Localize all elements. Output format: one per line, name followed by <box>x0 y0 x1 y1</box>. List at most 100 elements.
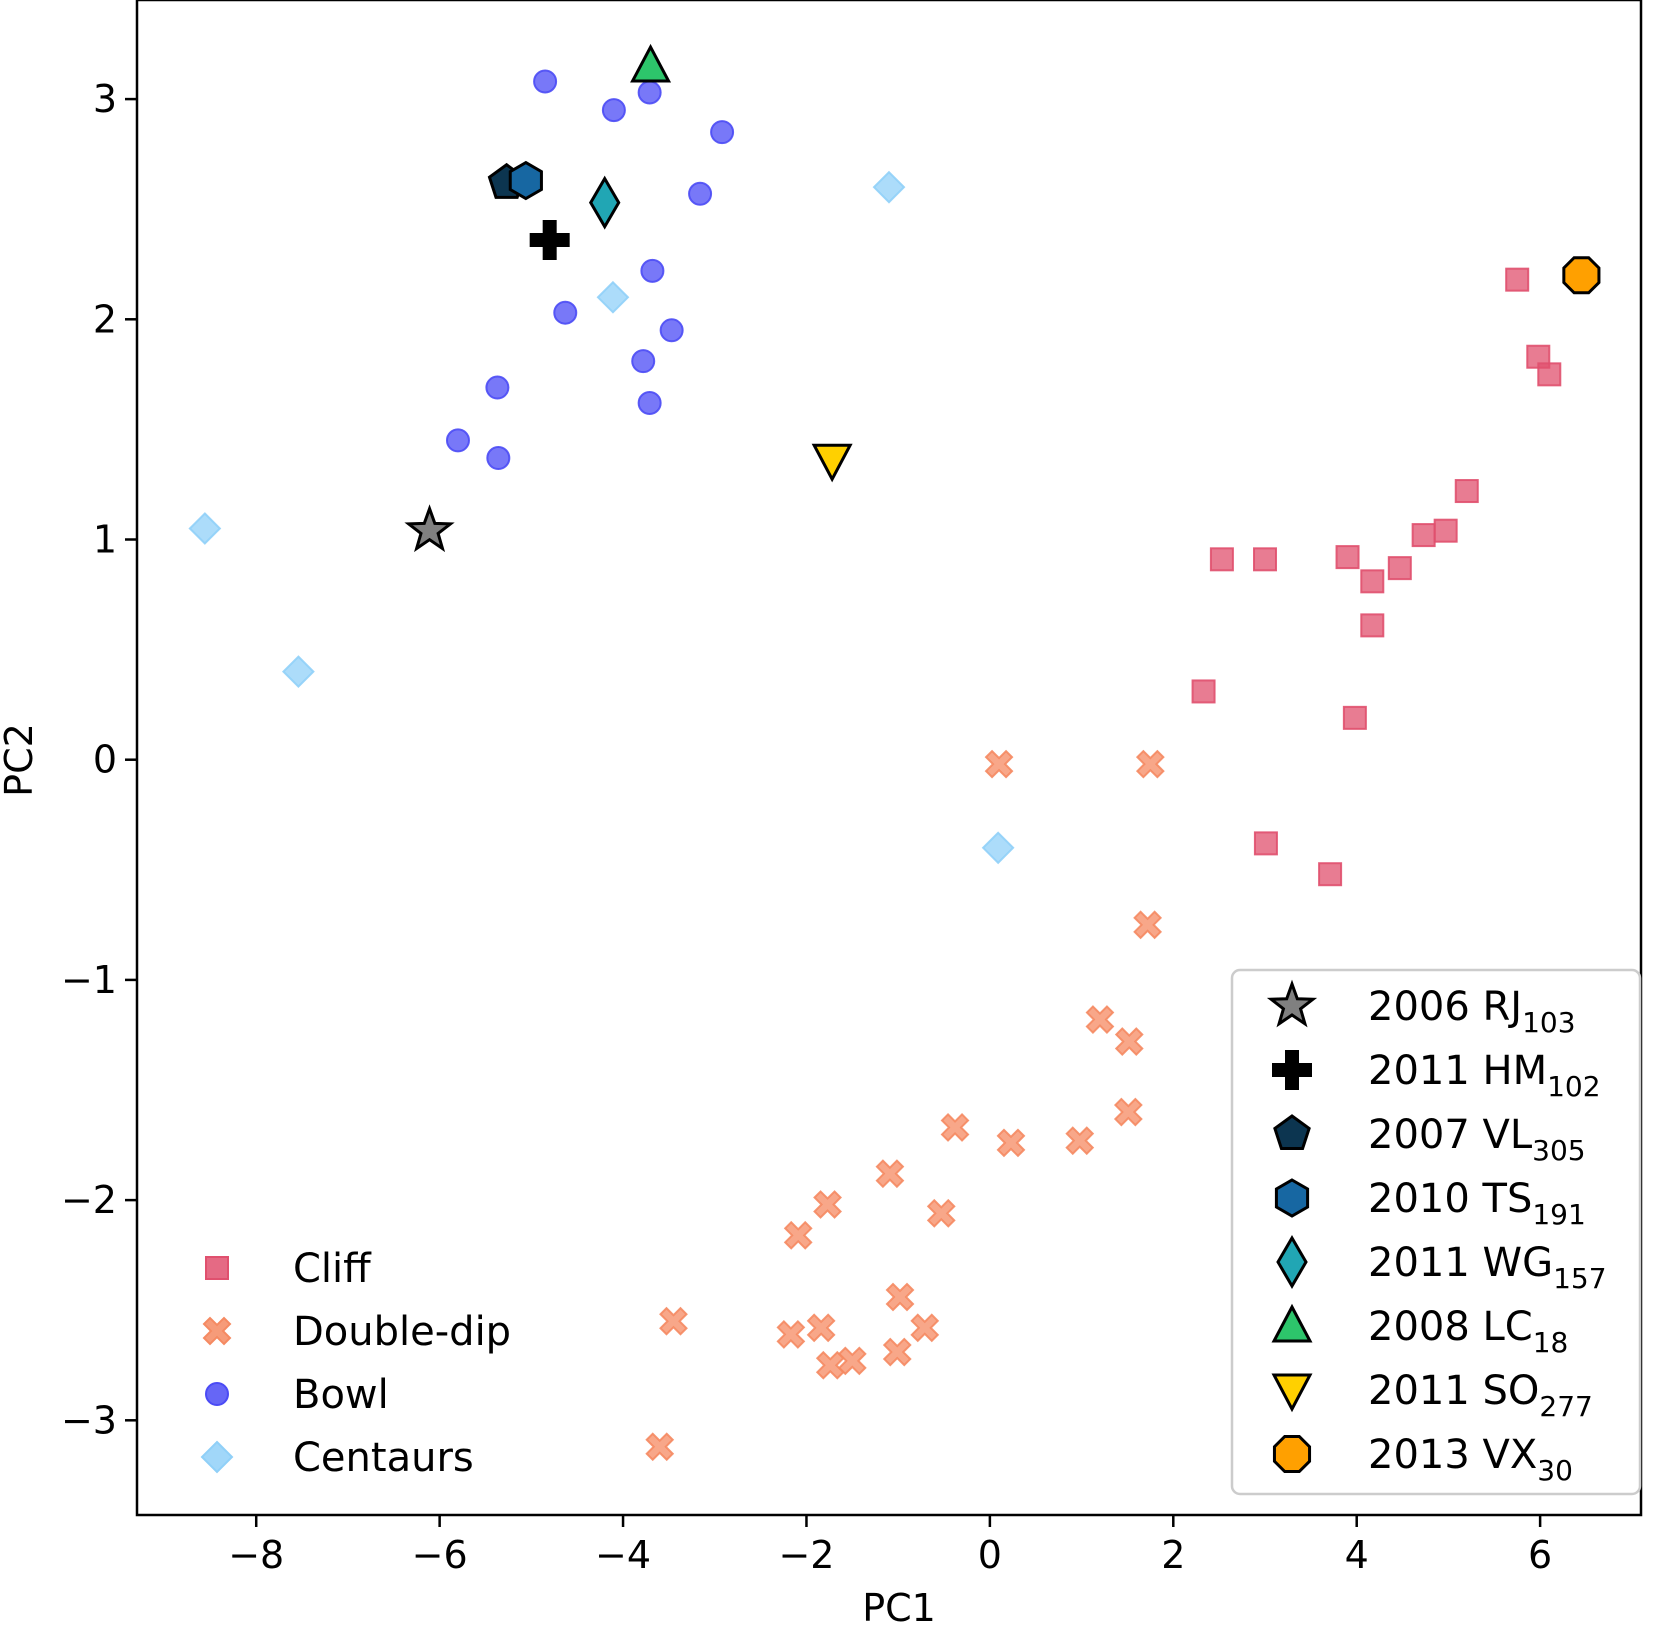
point-double-dip-4 <box>1114 1027 1144 1056</box>
object-2011-so-marker <box>811 443 853 483</box>
point-double-dip-0 <box>984 749 1014 779</box>
x-axis-label: PC1 <box>862 1586 936 1630</box>
point-centaurs-1 <box>596 280 630 314</box>
object-2011-hm-marker <box>529 220 570 261</box>
point-double-dip-8 <box>1065 1126 1095 1156</box>
legend-cliff-label: Cliff <box>293 1246 372 1292</box>
point-cliff-2 <box>1537 362 1562 387</box>
point-cliff-0 <box>1505 267 1530 292</box>
point-cliff-3 <box>1454 479 1479 504</box>
point-cliff-12 <box>1191 679 1216 704</box>
point-double-dip-9 <box>875 1159 905 1189</box>
point-cliff-9 <box>1253 547 1277 572</box>
point-bowl-2 <box>637 80 662 105</box>
point-cliff-11 <box>1360 613 1385 638</box>
point-cliff-8 <box>1335 545 1360 570</box>
legend-centaurs-marker <box>200 1440 234 1474</box>
point-bowl-7 <box>659 318 684 343</box>
point-bowl-9 <box>637 390 662 415</box>
point-double-dip-6 <box>940 1113 970 1142</box>
point-cliff-14 <box>1253 831 1278 856</box>
point-double-dip-1 <box>1135 749 1165 779</box>
x-tick-label: −2 <box>778 1533 834 1577</box>
y-tick-label: −3 <box>61 1398 117 1442</box>
point-cliff-15 <box>1318 862 1343 887</box>
point-double-dip-16 <box>806 1313 836 1343</box>
point-double-dip-13 <box>659 1306 688 1336</box>
plot-frame <box>135 0 1643 1517</box>
point-double-dip-21 <box>645 1432 675 1462</box>
legend-2010-ts-marker <box>1274 1178 1310 1218</box>
point-double-dip-14 <box>885 1282 915 1312</box>
legend-2011-wg-marker <box>1276 1235 1308 1289</box>
x-tick-label: −4 <box>595 1533 651 1577</box>
point-bowl-6 <box>553 300 578 325</box>
point-double-dip-15 <box>776 1320 806 1349</box>
legend-2011-so-marker <box>1271 1373 1313 1413</box>
legend-double-dip-label: Double-dip <box>293 1309 511 1355</box>
legend-2007-vl-marker <box>1273 1114 1311 1151</box>
y-tick-label: 3 <box>93 77 117 121</box>
point-cliff-10 <box>1209 547 1234 572</box>
data-marks <box>188 43 1601 1462</box>
legend-centaurs-label: Centaurs <box>293 1435 474 1481</box>
point-bowl-12 <box>486 446 511 471</box>
legend-2013-vx-label: 2013 VX30 <box>1368 1432 1573 1487</box>
point-centaurs-0 <box>872 170 906 204</box>
legend-bowl-label: Bowl <box>293 1372 389 1418</box>
point-bowl-0 <box>533 69 558 94</box>
legend-cliff-marker <box>205 1256 229 1280</box>
object-legend-box <box>1230 968 1642 1496</box>
point-bowl-8 <box>631 349 656 374</box>
y-axis-label: PC2 <box>0 723 41 797</box>
point-double-dip-10 <box>926 1198 956 1228</box>
point-bowl-1 <box>601 98 626 123</box>
object-2011-wg-marker <box>588 175 621 230</box>
point-double-dip-12 <box>783 1220 813 1250</box>
point-double-dip-7 <box>996 1128 1026 1158</box>
legend-2011-hm-marker <box>1272 1050 1312 1090</box>
point-cliff-5 <box>1411 523 1436 548</box>
point-cliff-7 <box>1360 569 1385 594</box>
point-centaurs-4 <box>981 831 1015 865</box>
y-tick-label: −2 <box>61 1178 117 1222</box>
point-cliff-4 <box>1433 518 1458 543</box>
object-2008-lc-marker <box>630 43 672 83</box>
x-tick-label: 4 <box>1345 1533 1369 1577</box>
object-2010-ts-marker <box>508 160 543 201</box>
point-bowl-3 <box>710 120 735 145</box>
legend-2008-lc-marker <box>1271 1303 1313 1343</box>
point-centaurs-2 <box>188 512 222 545</box>
point-bowl-11 <box>445 428 470 453</box>
x-tick-label: 0 <box>978 1533 1002 1577</box>
legend-bowl-marker <box>205 1382 229 1406</box>
y-tick-label: 1 <box>93 517 117 561</box>
point-double-dip-3 <box>1085 1005 1115 1034</box>
point-cliff-6 <box>1387 556 1412 581</box>
point-bowl-4 <box>688 181 713 206</box>
legend-2013-vx-marker <box>1272 1434 1312 1474</box>
point-double-dip-20 <box>882 1337 912 1367</box>
point-centaurs-3 <box>281 655 315 689</box>
legend-double-dip-marker <box>202 1316 232 1346</box>
object-2006-rj-marker <box>404 504 455 553</box>
point-double-dip-5 <box>1113 1097 1143 1127</box>
point-double-dip-19 <box>837 1346 867 1376</box>
x-tick-label: −8 <box>228 1533 284 1577</box>
y-tick-label: −1 <box>61 958 117 1002</box>
legend-2006-rj-marker <box>1266 979 1318 1028</box>
axis-ticks: −8 −6 −4 −2 0 2 4 6 −3 −2 −1 0 1 2 3 <box>61 77 1552 1577</box>
point-double-dip-2 <box>1133 910 1163 940</box>
point-double-dip-18 <box>815 1350 845 1380</box>
x-tick-label: 2 <box>1161 1533 1185 1577</box>
legend-2006-rj-label: 2006 RJ103 <box>1368 984 1576 1039</box>
point-double-dip-11 <box>813 1190 842 1219</box>
x-tick-label: 6 <box>1528 1533 1552 1577</box>
class-legend: Cliff Double-dip Bowl Centaurs <box>200 1246 511 1481</box>
point-cliff-13 <box>1342 705 1367 730</box>
object-2013-vx-marker <box>1562 256 1601 295</box>
x-tick-label: −6 <box>412 1533 468 1577</box>
point-bowl-10 <box>485 375 510 400</box>
